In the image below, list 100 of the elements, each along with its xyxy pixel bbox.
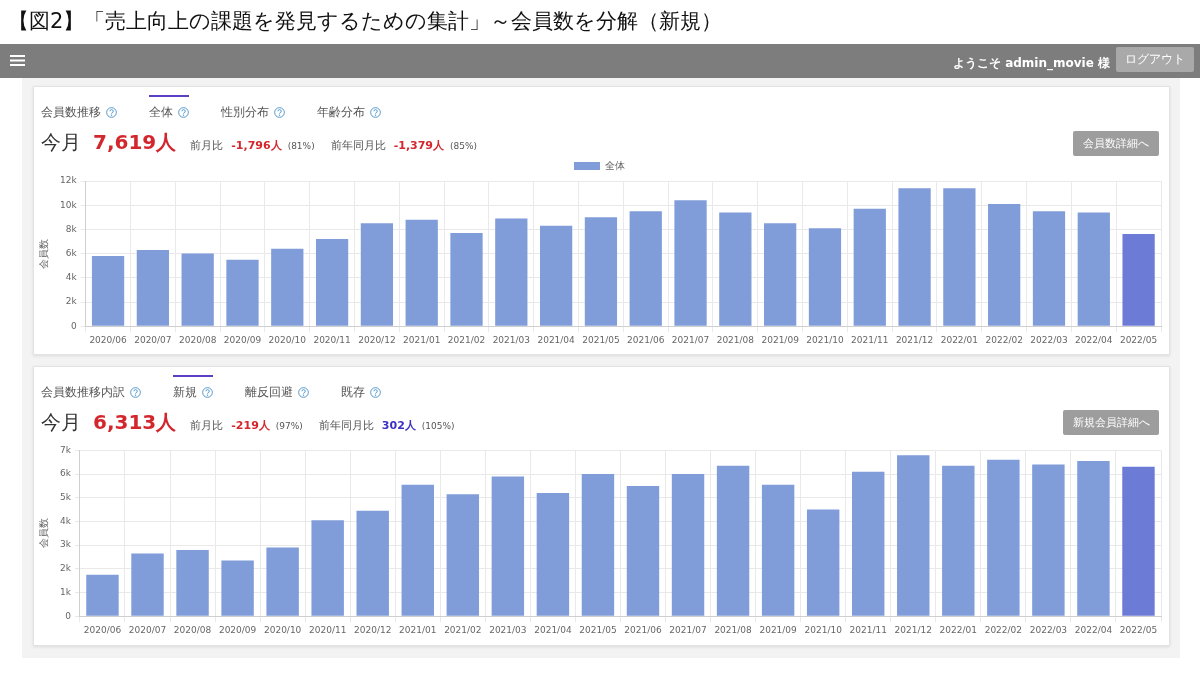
y-tick-label: 1k	[59, 586, 72, 597]
x-tick-label: 2022/03	[1029, 624, 1068, 635]
x-tick-label: 2020/06	[83, 624, 122, 635]
bar	[942, 465, 975, 616]
bar	[266, 547, 299, 616]
bar	[1122, 466, 1155, 616]
x-tick-label: 2021/01	[403, 334, 441, 345]
bar	[761, 484, 795, 616]
y-tick-label: 12k	[59, 175, 78, 186]
x-tick-label: 2022/01	[940, 334, 979, 345]
text: -1,796人	[231, 138, 282, 153]
text: 性別分布	[221, 104, 269, 121]
bar	[852, 471, 885, 616]
text: 前年同月比	[318, 418, 374, 433]
y-tick-label: 4k	[65, 272, 78, 283]
text: ようこそ admin_movie 様	[952, 55, 1110, 72]
text: 会員数推移内訳	[41, 384, 125, 401]
bar	[764, 223, 797, 326]
text: 既存	[341, 384, 365, 401]
bar	[495, 218, 528, 326]
x-tick-label: 2021/01	[399, 624, 437, 635]
x-tick-label: 2022/01	[939, 624, 977, 635]
x-tick-label: 2021/06	[624, 624, 662, 635]
x-tick-label: 2021/03	[492, 334, 531, 345]
bar	[671, 474, 705, 616]
text: (97%)	[275, 421, 303, 431]
y-tick-label: 6k	[59, 468, 72, 479]
x-tick-label: 2021/06	[627, 334, 665, 345]
bar	[86, 574, 119, 616]
bar	[356, 510, 389, 616]
details-button: 新規会員詳細へ	[1063, 410, 1159, 435]
text: 前月比	[190, 138, 224, 153]
text: 前月比	[190, 418, 224, 433]
x-tick-label: 2021/02	[444, 624, 482, 635]
bar	[897, 455, 930, 616]
x-tick-label: 2021/08	[716, 334, 755, 345]
y-tick-label: 2k	[65, 296, 78, 307]
text: 6,313人	[93, 409, 177, 436]
x-tick-label: 2020/09	[223, 334, 262, 345]
x-tick-label: 2020/06	[89, 334, 128, 345]
bar	[181, 253, 214, 326]
bar	[674, 200, 707, 326]
x-tick-label: 2020/09	[218, 624, 257, 635]
bar	[271, 248, 304, 326]
y-tick-label: 4k	[59, 515, 72, 526]
bar	[853, 208, 886, 326]
text: (81%)	[287, 141, 315, 151]
text: 今月	[41, 409, 81, 436]
text: 新規	[173, 384, 197, 401]
x-tick-label: 2022/04	[1075, 334, 1113, 345]
text: 7,619人	[93, 129, 177, 156]
y-axis-title: 会員数	[37, 238, 49, 269]
x-tick-label: 2021/09	[759, 624, 798, 635]
bar	[536, 493, 570, 616]
bar	[626, 485, 660, 616]
bar	[226, 259, 259, 326]
x-tick-label: 2021/12	[894, 624, 932, 635]
x-tick-label: 2022/02	[985, 334, 1023, 345]
y-tick-label: 6k	[65, 247, 78, 258]
bar	[581, 474, 615, 616]
bar	[405, 219, 438, 326]
bar	[629, 211, 662, 326]
x-tick-label: 2021/08	[714, 624, 753, 635]
x-tick-label: 2022/05	[1119, 334, 1158, 345]
bar	[988, 203, 1021, 326]
bar	[136, 249, 169, 326]
bar	[446, 494, 480, 616]
x-tick-label: 2022/04	[1074, 624, 1113, 635]
text: -219人	[231, 418, 270, 433]
bar	[987, 459, 1020, 616]
bar	[808, 228, 842, 326]
x-tick-label: 2022/05	[1119, 624, 1158, 635]
text: (105%)	[421, 421, 455, 431]
x-tick-label: 2021/04	[537, 334, 576, 345]
x-tick-label: 2021/03	[489, 624, 527, 635]
x-tick-label: 2020/12	[358, 334, 396, 345]
text: 今月	[41, 129, 81, 156]
bar	[806, 509, 840, 616]
x-tick-label: 2021/02	[447, 334, 486, 345]
x-tick-label: 2020/07	[128, 624, 167, 635]
bar	[311, 520, 344, 616]
y-tick-label: 0	[70, 320, 77, 331]
text: (85%)	[450, 141, 478, 151]
bar	[491, 476, 525, 616]
y-axis-title: 会員数	[37, 518, 49, 549]
x-tick-label: 2020/10	[263, 624, 302, 635]
y-tick-label: 8k	[65, 223, 78, 234]
x-tick-label: 2020/11	[308, 624, 347, 635]
text: -1,379人	[393, 138, 445, 153]
x-tick-label: 2020/12	[354, 624, 392, 635]
bar	[1122, 234, 1155, 326]
bar	[584, 217, 618, 326]
x-tick-label: 2021/09	[761, 334, 800, 345]
details-button: 会員数詳細へ	[1073, 131, 1159, 156]
text: 離反回避	[245, 384, 293, 401]
x-tick-label: 2021/07	[669, 624, 707, 635]
text: 全体	[149, 104, 173, 121]
bar	[1032, 211, 1066, 326]
bar	[539, 225, 573, 326]
y-tick-label: 0	[65, 610, 72, 621]
